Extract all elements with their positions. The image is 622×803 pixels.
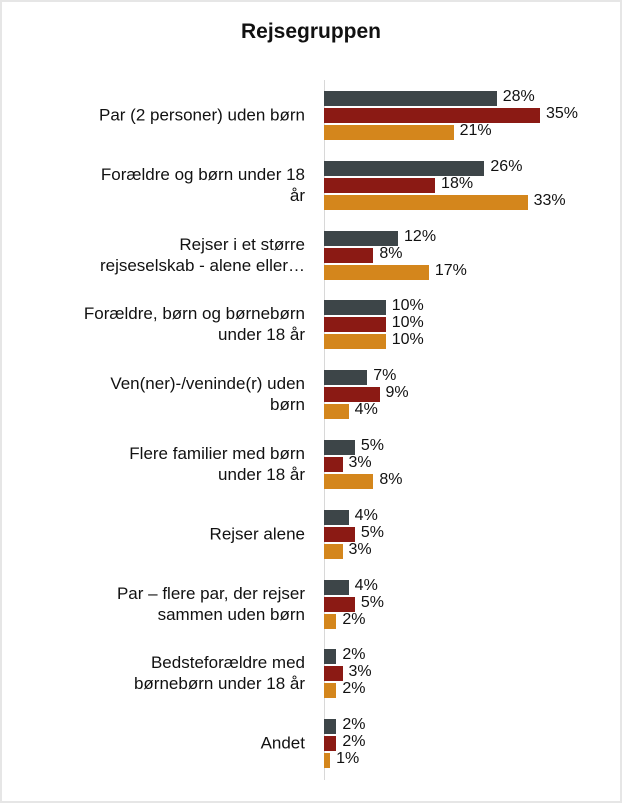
bar (324, 596, 355, 612)
value-label: 3% (348, 540, 372, 558)
bar (324, 509, 349, 525)
value-label: 33% (533, 191, 566, 209)
value-label: 28% (502, 88, 535, 105)
bar (324, 177, 436, 193)
value-label: 7% (373, 367, 397, 385)
value-label: 10% (391, 314, 424, 332)
value-label: 5% (360, 437, 384, 454)
bar (324, 526, 355, 542)
category-label: Rejser i et større rejseselskab - alene … (99, 234, 305, 275)
bar (324, 108, 540, 123)
bar (324, 334, 386, 350)
value-label: 2% (342, 680, 366, 698)
bar (324, 125, 454, 140)
value-label: 4% (354, 506, 378, 524)
category-label: Forældre og børn under 18 år (100, 164, 305, 205)
value-label: 35% (545, 105, 578, 122)
value-label: 5% (360, 523, 384, 541)
value-label: 10% (391, 297, 424, 315)
value-label: 2% (342, 646, 366, 664)
value-label: 3% (348, 454, 372, 471)
value-label: 17% (434, 261, 467, 279)
bar (324, 440, 355, 455)
value-label: 2% (342, 716, 366, 734)
value-label: 9% (385, 384, 409, 402)
bar (324, 247, 374, 263)
bar (324, 300, 386, 316)
value-label: 3% (348, 663, 372, 681)
bar (324, 230, 399, 246)
bar (324, 404, 349, 420)
bar (324, 543, 343, 559)
axis-line (324, 80, 325, 780)
bar (324, 160, 485, 176)
value-label: 21% (459, 122, 492, 139)
value-label: 2% (342, 733, 366, 751)
bar (324, 579, 349, 595)
bar (324, 753, 331, 769)
bar (324, 387, 380, 403)
bar (324, 264, 429, 280)
bar (324, 736, 337, 752)
category-label: Andet (260, 733, 305, 753)
bar (324, 683, 337, 699)
bar (324, 719, 337, 735)
bar (324, 370, 368, 386)
category-label: Flere familier med børn under 18 år (129, 444, 305, 484)
category-label: Forældre, børn og børnebørn under 18 år (83, 304, 305, 345)
value-label: 10% (391, 331, 424, 349)
value-label: 26% (490, 157, 523, 175)
value-label: 18% (441, 174, 474, 192)
value-label: 8% (379, 471, 403, 488)
chart-title: Rejsegruppen (240, 20, 382, 43)
bar (324, 317, 386, 333)
value-label: 4% (354, 401, 378, 419)
category-label: Par (2 personer) uden børn (99, 105, 305, 125)
bar (324, 613, 337, 629)
value-label: 5% (360, 593, 384, 611)
value-label: 4% (354, 576, 378, 594)
category-label: Rejser alene (209, 524, 305, 544)
category-label: Par – flere par, der rejser sammen uden … (116, 583, 305, 624)
bar (324, 474, 374, 489)
category-label: Ven(ner)-/veninde(r) uden børn (110, 374, 305, 415)
category-label: Bedsteforældre med børnebørn under 18 år (133, 653, 305, 694)
bar (324, 666, 343, 682)
bar (324, 457, 343, 472)
value-label: 8% (379, 244, 403, 262)
value-label: 12% (404, 227, 437, 245)
bar (324, 194, 528, 210)
bar (324, 649, 337, 665)
bar (324, 91, 497, 106)
value-label: 1% (336, 750, 360, 768)
value-label: 2% (342, 610, 366, 628)
